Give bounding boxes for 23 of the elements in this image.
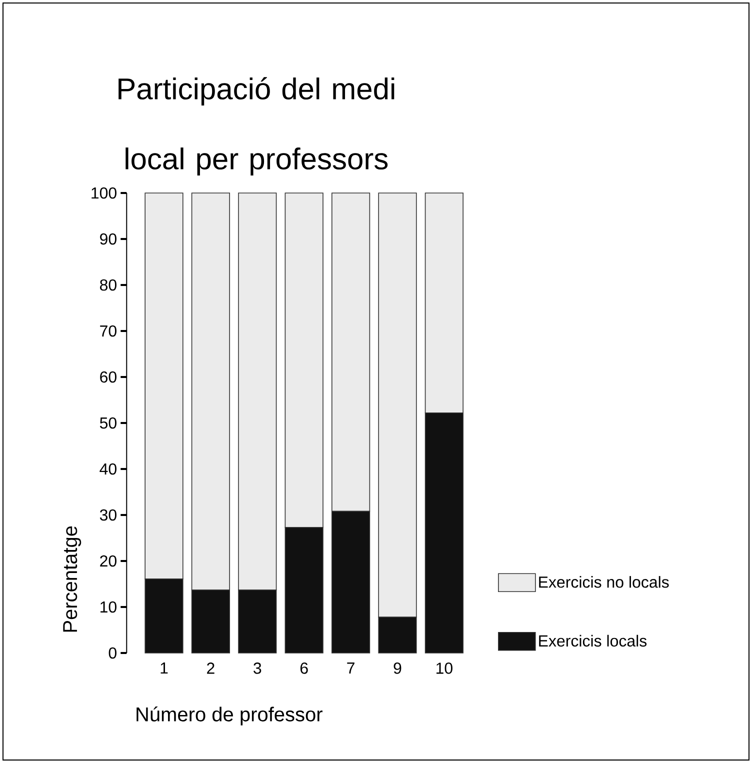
y-tick-label: 40 xyxy=(100,463,116,475)
x-tick-label: 2 xyxy=(207,662,214,674)
y-tick-label: 70 xyxy=(100,325,116,337)
x-tick-label: 3 xyxy=(254,662,262,674)
legend-label: Exercicis locals xyxy=(539,634,647,647)
x-tick-label: 1 xyxy=(160,662,168,674)
y-tick-label: 100 xyxy=(92,187,116,199)
chart-title: Participació del medi local per professors xyxy=(118,77,394,176)
x-tick-label: 7 xyxy=(347,662,354,674)
x-tick-label: 9 xyxy=(394,662,402,674)
legend-label: Exercicis no locals xyxy=(539,576,669,588)
y-tick-label: 0 xyxy=(108,647,116,659)
y-tick-label: 90 xyxy=(100,233,116,245)
x-tick-label: 6 xyxy=(300,662,308,674)
x-tick-label: 10 xyxy=(436,662,452,674)
y-tick-label: 10 xyxy=(100,601,116,613)
x-axis-title: Número de professor xyxy=(136,706,322,726)
y-tick-label: 80 xyxy=(100,279,116,291)
y-tick-label: 30 xyxy=(100,509,116,521)
y-tick-label: 20 xyxy=(100,555,116,567)
y-axis-title: Percentatge xyxy=(63,526,82,632)
y-tick-label: 50 xyxy=(100,417,116,429)
y-tick-label: 60 xyxy=(100,371,116,383)
